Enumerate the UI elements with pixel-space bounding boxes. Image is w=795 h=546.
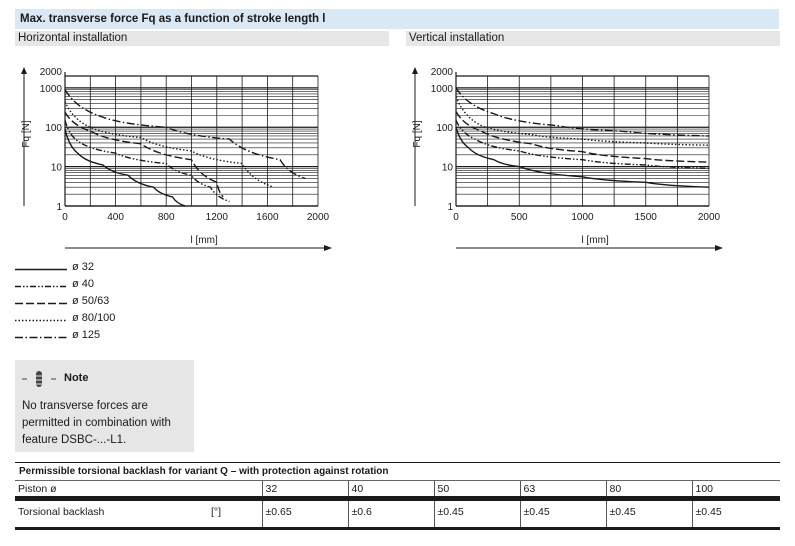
y-tick-label: 1 (447, 202, 453, 213)
note-line: feature DSBC-...-L1. (22, 434, 127, 446)
legend-item: ø 80/100 (15, 311, 145, 328)
table-row: Torsional backlash [°] ±0.65 ±0.6 ±0.45 … (15, 498, 780, 530)
x-tick-label: 1600 (256, 212, 279, 223)
row-label: Torsional backlash (15, 498, 208, 530)
y-axis-label: Fq [N] (21, 120, 32, 147)
x-tick-label: 0 (453, 212, 459, 223)
table-title: Permissible torsional backlash for varia… (15, 462, 780, 480)
note-title: Note (64, 372, 89, 384)
series-line (455, 111, 710, 163)
chart-title-horizontal: Horizontal installation (15, 31, 389, 46)
legend-item: ø 125 (15, 328, 145, 345)
x-axis-arrow-head (715, 245, 723, 251)
header-label: Piston ø (15, 480, 262, 501)
x-axis-label: l [mm] (582, 235, 609, 246)
piston-size: 50 (433, 480, 520, 501)
x-tick-label: 1500 (635, 212, 658, 223)
note-text: No transverse forces are permitted in co… (20, 398, 189, 449)
x-axis-label: l [mm] (191, 235, 218, 246)
series-line (64, 89, 306, 180)
y-tick-label: 2000 (431, 67, 454, 78)
table-header-row: Piston ø 32 40 50 63 80 100 (15, 480, 780, 501)
legend-label: ø 50/63 (72, 295, 110, 307)
x-tick-label: 1200 (206, 212, 229, 223)
y-tick-label: 1 (56, 202, 62, 213)
y-tick-label: 10 (442, 163, 454, 174)
legend-label: ø 32 (72, 261, 95, 273)
chart-title-vertical: Vertical installation (406, 31, 780, 46)
y-tick-label: 100 (45, 123, 62, 134)
backlash-table: Permissible torsional backlash for varia… (15, 462, 780, 530)
chart-vertical: 1 10 100 1000 2000 0 500 1000 1500 2000 Fq [N] l [m… (412, 67, 723, 251)
y-axis-arrow-head (21, 67, 27, 74)
backlash-value: ±0.45 (691, 498, 780, 530)
note-line: permitted in combination with (22, 417, 171, 429)
y-tick-label: 100 (436, 123, 453, 134)
legend-label: ø 80/100 (72, 312, 116, 324)
piston-size: 32 (261, 480, 348, 501)
series-line (455, 120, 710, 170)
x-tick-label: 500 (511, 212, 528, 223)
series-line (455, 127, 710, 188)
chart-horizontal: 1 10 100 1000 2000 0 400 800 1200 1600 2000 Fq [N] l… (21, 67, 332, 251)
y-axis-label: Fq [N] (412, 120, 423, 147)
legend-label: ø 125 (72, 329, 101, 341)
note-box: Note No transverse forces are permitted … (15, 360, 194, 452)
x-axis-arrow-head (324, 245, 332, 251)
backlash-value: ±0.45 (433, 498, 520, 530)
series-line (455, 96, 710, 146)
y-tick-label: 1000 (431, 84, 454, 95)
piston-size: 63 (519, 480, 606, 501)
legend: ø 32 ø 40 ø 50/63 ø 80/100 ø 125 (15, 260, 145, 345)
y-tick-label: 1000 (40, 84, 63, 95)
y-tick-label: 2000 (40, 67, 63, 78)
legend-item: ø 50/63 (15, 294, 145, 311)
piston-size: 40 (347, 480, 434, 501)
x-tick-label: 2000 (698, 212, 721, 223)
backlash-value: ±0.45 (519, 498, 606, 530)
legend-item: ø 32 (15, 260, 145, 277)
x-tick-label: 1000 (571, 212, 594, 223)
row-unit: [°] (208, 498, 262, 530)
note-line: No transverse forces are (22, 400, 148, 412)
page-title: Max. transverse force Fq as a function o… (15, 9, 779, 29)
piston-size: 100 (691, 480, 780, 501)
legend-item: ø 40 (15, 277, 145, 294)
backlash-value: ±0.6 (347, 498, 434, 530)
series-line (64, 128, 186, 207)
x-tick-label: 800 (158, 212, 175, 223)
x-tick-label: 400 (107, 212, 124, 223)
series-line (64, 101, 274, 188)
series-line (64, 111, 224, 198)
legend-label: ø 40 (72, 278, 95, 290)
y-axis-arrow-head (412, 67, 418, 74)
series-line (455, 87, 710, 137)
x-tick-label: 2000 (307, 212, 330, 223)
info-icon (22, 371, 56, 387)
y-tick-label: 10 (51, 163, 63, 174)
piston-size: 80 (605, 480, 692, 501)
x-tick-label: 0 (62, 212, 68, 223)
backlash-value: ±0.45 (605, 498, 692, 530)
backlash-value: ±0.65 (261, 498, 348, 530)
series-line (64, 120, 230, 203)
